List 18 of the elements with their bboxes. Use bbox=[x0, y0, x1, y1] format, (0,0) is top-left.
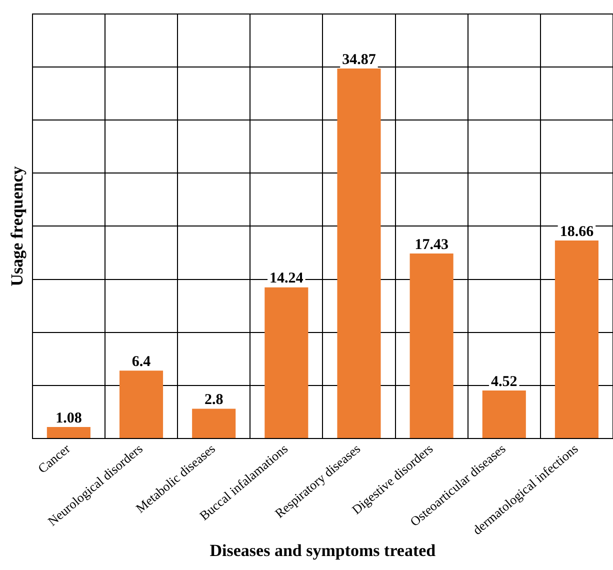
data-label: 17.43 bbox=[414, 236, 448, 253]
data-label: 1.08 bbox=[56, 410, 82, 426]
data-label: 2.8 bbox=[204, 392, 224, 408]
data-label: 18.66 bbox=[560, 224, 594, 240]
bar bbox=[337, 68, 381, 438]
data-label: 4.52 bbox=[491, 374, 518, 390]
y-axis-title: Usage frequency bbox=[8, 166, 27, 286]
bar bbox=[192, 408, 236, 438]
bar bbox=[46, 427, 90, 438]
data-label: 34.87 bbox=[342, 52, 376, 68]
data-label: 6.4 bbox=[132, 354, 152, 370]
bar bbox=[119, 370, 164, 438]
bar bbox=[264, 287, 308, 438]
x-axis-title: Diseases and symptoms treated bbox=[210, 541, 436, 560]
data-label: 14.24 bbox=[270, 270, 304, 287]
bar bbox=[554, 240, 598, 438]
bar bbox=[482, 390, 526, 438]
bar bbox=[410, 254, 454, 438]
